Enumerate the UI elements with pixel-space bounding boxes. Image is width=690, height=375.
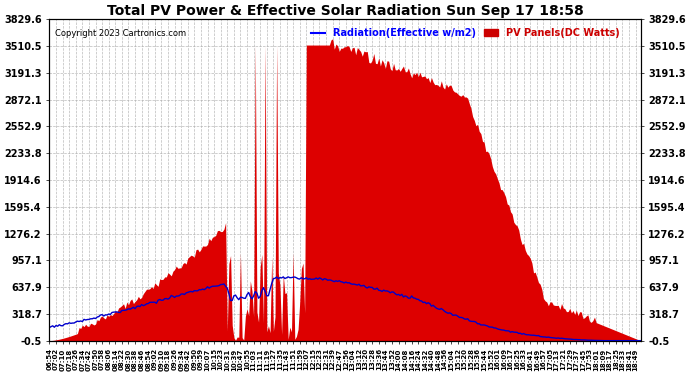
Title: Total PV Power & Effective Solar Radiation Sun Sep 17 18:58: Total PV Power & Effective Solar Radiati… <box>107 4 583 18</box>
Text: Copyright 2023 Cartronics.com: Copyright 2023 Cartronics.com <box>55 29 186 38</box>
Legend: Radiation(Effective w/m2), PV Panels(DC Watts): Radiation(Effective w/m2), PV Panels(DC … <box>307 24 624 42</box>
